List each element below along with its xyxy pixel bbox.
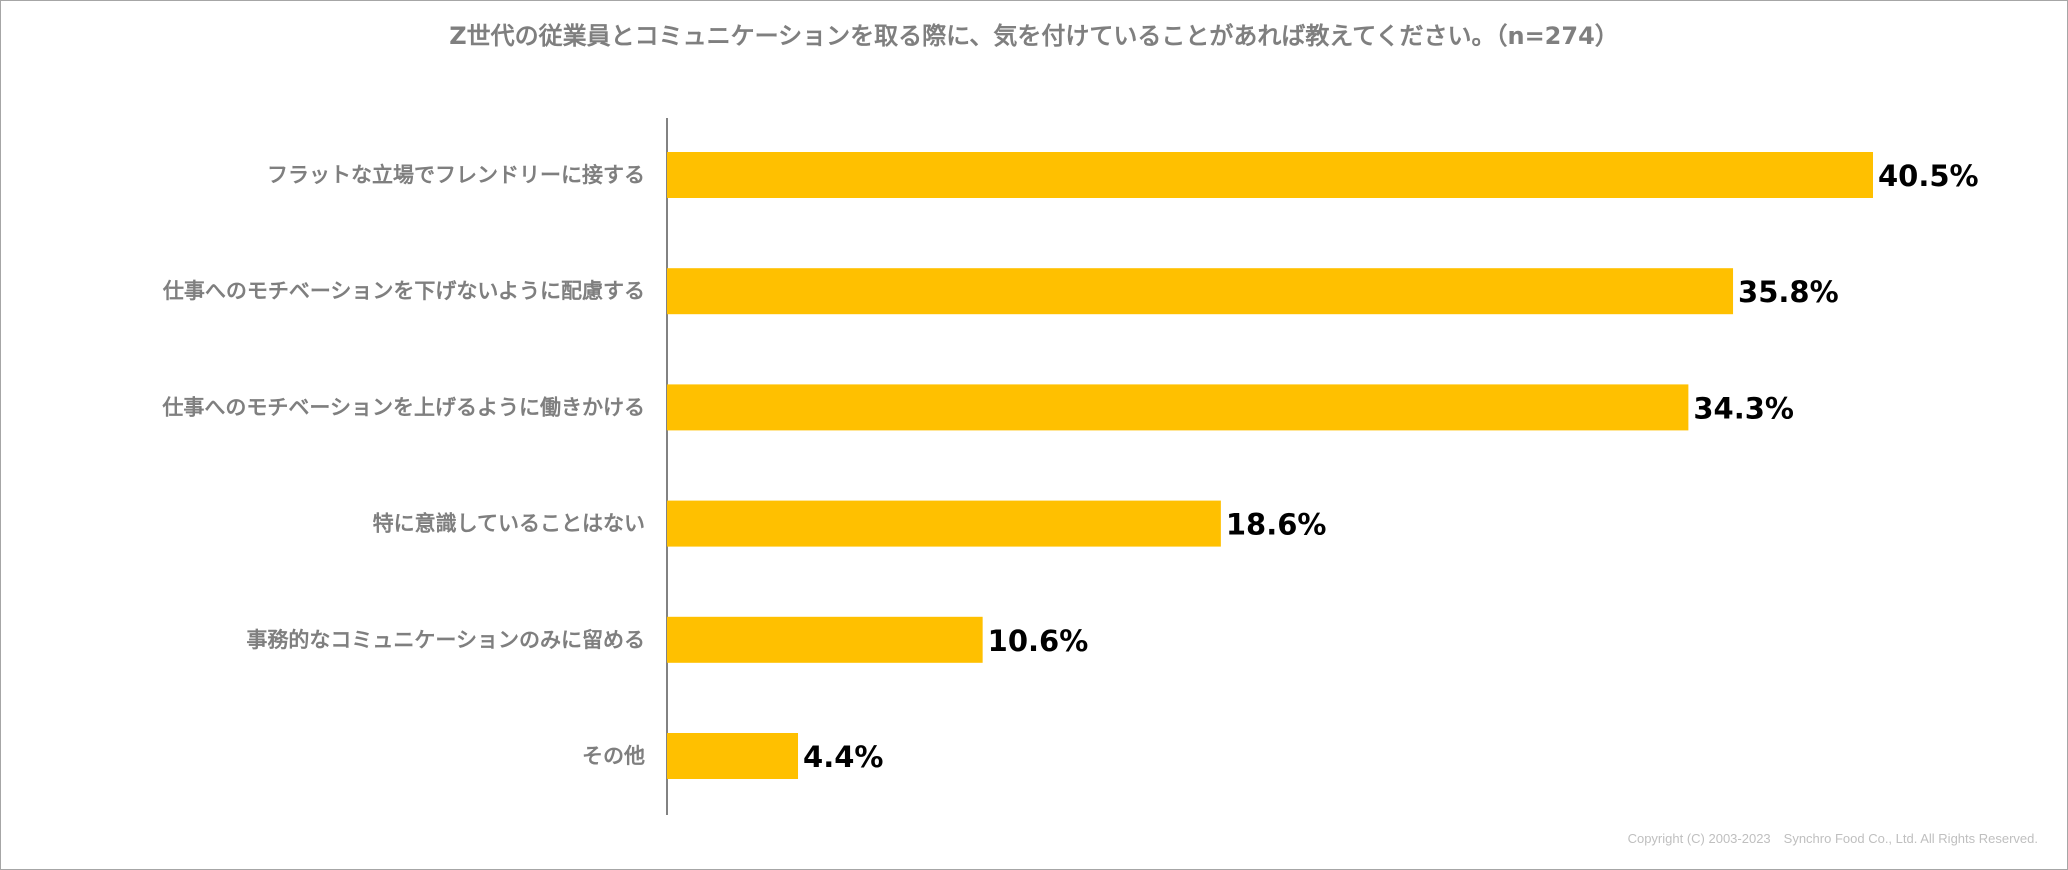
bar — [667, 733, 799, 779]
category-label: その他 — [582, 744, 645, 768]
category-label: フラットな立場でフレンドリーに接する — [267, 163, 645, 187]
bar — [667, 500, 1221, 547]
bar — [667, 152, 1873, 198]
copyright-text: Copyright (C) 2003-2023 Synchro Food Co.… — [1627, 831, 2038, 846]
data-label: 18.6% — [1226, 508, 1327, 542]
category-label: 仕事へのモチベーションを下げないように配慮する — [162, 279, 645, 303]
category-labels-group: フラットな立場でフレンドリーに接する仕事へのモチベーションを下げないように配慮す… — [161, 163, 645, 768]
chart-title: Z世代の従業員とコミュニケーションを取る際に、気を付けていることがあれば教えてく… — [449, 22, 1619, 50]
data-label: 4.4% — [803, 740, 883, 774]
bars-group — [667, 152, 1873, 779]
value-labels-group: 40.5% 35.8% 34.3% 18.6% 10.6% 4.4% — [803, 159, 1979, 774]
bar — [667, 268, 1734, 315]
category-label: 特に意識していることはない — [373, 512, 645, 536]
data-label: 35.8% — [1738, 275, 1839, 309]
category-label: 事務的なコミュニケーションのみに留める — [246, 628, 645, 652]
category-label: 仕事へのモチベーションを上げるように働きかける — [161, 395, 645, 419]
data-label: 40.5% — [1878, 159, 1979, 193]
data-label: 34.3% — [1693, 391, 1794, 425]
bar — [667, 384, 1689, 431]
bar — [667, 616, 983, 663]
data-label: 10.6% — [988, 624, 1089, 658]
